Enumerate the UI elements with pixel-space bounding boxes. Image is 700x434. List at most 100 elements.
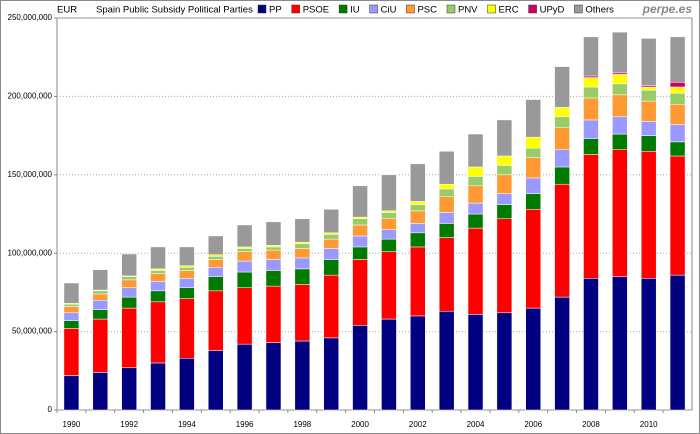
x-tick-label: 2000: [351, 420, 369, 429]
bar-segment: [612, 149, 628, 277]
bar-segment: [323, 337, 339, 411]
bar-segment: [352, 325, 368, 411]
bar-segment: [496, 165, 513, 176]
bar-segment: [669, 103, 686, 125]
bar-segment: [294, 243, 311, 249]
bar-segment: [467, 176, 484, 187]
bar-segment: [583, 97, 599, 121]
bar-segment: [583, 154, 599, 279]
bar-segment: [410, 204, 426, 212]
bar-segment: [323, 234, 339, 240]
bar-segment: [381, 218, 397, 230]
y-tick-label: 100,000,000: [8, 248, 53, 257]
chart-title: Spain Public Subsidy Political Parties: [96, 5, 253, 16]
bar-segment: [496, 174, 513, 194]
bar-segment: [612, 31, 628, 74]
legend-swatch: [487, 4, 496, 14]
bar-segment: [265, 342, 282, 411]
bar-segment: [640, 100, 657, 122]
bar-segment: [323, 248, 339, 260]
x-tick-label: 2010: [640, 420, 658, 429]
bar-segment: [467, 227, 484, 315]
bar-segment: [236, 343, 253, 411]
bar-segment: [640, 135, 657, 152]
bar-segment: [92, 309, 109, 320]
bar-segment: [612, 74, 628, 85]
bar-segment: [265, 246, 282, 251]
bar-segment: [150, 362, 166, 411]
bar-segment: [121, 367, 137, 411]
bar-segment: [150, 246, 166, 270]
x-tick-label: 1990: [63, 420, 81, 429]
bar-segment: [265, 249, 282, 260]
bar-segment: [208, 235, 224, 256]
legend-swatch: [291, 4, 300, 14]
bar-segment: [467, 213, 484, 229]
bar-segment: [265, 270, 282, 287]
bar-segment: [496, 312, 513, 411]
bar-segment: [323, 238, 339, 249]
bar-segment: [669, 141, 686, 157]
bar-segment: [410, 201, 426, 205]
bar-segment: [236, 248, 253, 252]
bar-segment: [525, 147, 541, 158]
bar-segment: [410, 223, 426, 234]
bar-segment: [179, 246, 195, 266]
bar-segment: [669, 82, 686, 88]
bar-segment: [583, 138, 599, 155]
bar-segment: [525, 157, 541, 179]
bar-segment: [640, 38, 657, 86]
bar-segment: [554, 116, 570, 129]
bar-segment: [352, 259, 368, 326]
bar-segment: [438, 237, 455, 312]
bar-segment: [496, 204, 513, 219]
bar-segment: [265, 221, 282, 246]
bar-segment: [410, 163, 426, 202]
legend-label: PSC: [417, 5, 437, 16]
bar-segment: [63, 328, 80, 376]
bar-segment: [583, 278, 599, 411]
bar-segment: [381, 212, 397, 219]
bar-segment: [150, 281, 166, 292]
legend-label: ERC: [499, 5, 519, 16]
bar-segment: [92, 293, 109, 301]
bar-segment: [121, 253, 137, 277]
bar-segment: [612, 276, 628, 411]
bar-segment: [179, 287, 195, 299]
bar-segment: [554, 149, 570, 168]
bar-segment: [438, 183, 455, 190]
x-tick-label: 2002: [409, 420, 427, 429]
bar-segment: [323, 209, 339, 234]
bar-segment: [294, 284, 311, 342]
bar-segment: [208, 290, 224, 351]
legend-swatch: [528, 4, 537, 14]
bar-segment: [381, 251, 397, 320]
legend-label: IU: [350, 5, 360, 16]
bar-segment: [121, 279, 137, 288]
bar-segment: [669, 155, 686, 276]
source: perpe.es: [642, 2, 693, 16]
bar-segment: [583, 119, 599, 139]
bar-segment: [467, 133, 484, 168]
y-tick-label: 0: [48, 405, 53, 414]
bar-segment: [121, 296, 137, 309]
bar-segment: [525, 193, 541, 210]
legend-label: PSOE: [303, 5, 329, 16]
bar-segment: [525, 307, 541, 411]
bar-segment: [583, 77, 599, 88]
bar-segment: [150, 301, 166, 364]
bar-segment: [612, 116, 628, 135]
bar-segment: [438, 212, 455, 224]
bar-segment: [640, 278, 657, 411]
x-tick-label: 1996: [236, 420, 254, 429]
x-tick-label: 2008: [582, 420, 600, 429]
bar-segment: [525, 209, 541, 309]
x-tick-label: 1994: [178, 420, 196, 429]
bar-segment: [323, 259, 339, 276]
bar-segment: [150, 270, 166, 274]
bar-segment: [554, 296, 570, 411]
bar-segment: [381, 229, 397, 240]
legend-swatch: [257, 4, 267, 14]
bar-segment: [179, 358, 195, 411]
bar-segment: [496, 218, 513, 314]
